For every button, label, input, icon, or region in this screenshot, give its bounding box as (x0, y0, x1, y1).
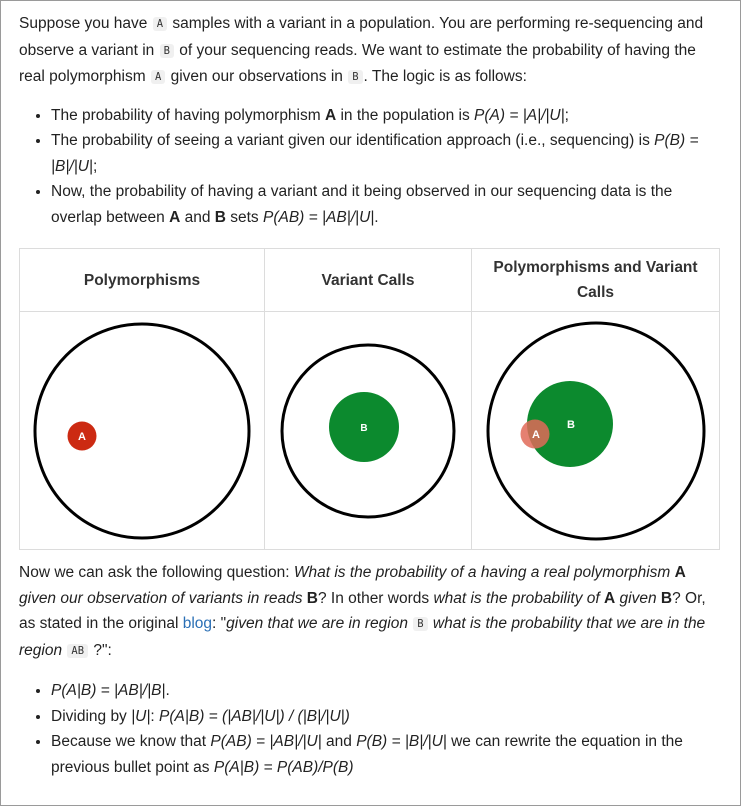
polymorphisms-diagram: A (33, 322, 251, 539)
intro-paragraph: Suppose you have A samples with a varian… (19, 15, 704, 85)
inline-code: B (413, 617, 428, 631)
derivation-list: P(A|B) = |AB|/|B|. Dividing by |U|: P(A|… (19, 678, 722, 780)
cell-variant-calls: B (264, 311, 472, 550)
set-a-circle (520, 419, 549, 448)
variant-calls-diagram: B (280, 343, 456, 518)
cell-overlap: A B (471, 311, 720, 550)
document: Suppose you have A samples with a varian… (1, 1, 740, 780)
list-item: The probability of having polymorphism A… (51, 103, 722, 129)
set-b-circle (329, 391, 399, 462)
set-a-label: A (532, 429, 540, 441)
cell-polymorphisms: A (19, 311, 265, 550)
set-b-label: B (567, 419, 575, 431)
inline-code: A (150, 70, 166, 84)
list-item: The probability of seeing a variant give… (51, 128, 722, 179)
list-item: Dividing by |U|: P(A|B) = (|AB|/|U|) / (… (51, 704, 722, 730)
set-b-label: B (360, 423, 367, 434)
probability-list: The probability of having polymorphism A… (19, 103, 722, 231)
set-a-circle (67, 421, 97, 450)
question-paragraph: Now we can ask the following question: W… (19, 564, 706, 659)
inline-code: AB (67, 643, 89, 658)
header-variant-calls: Variant Calls (264, 248, 472, 312)
header-polymorphisms-and-variant-calls: Polymorphisms and Variant Calls (471, 248, 720, 312)
universe-circle (33, 322, 251, 539)
set-b-circle (526, 380, 613, 467)
header-polymorphisms: Polymorphisms (19, 248, 265, 312)
inline-code: B (348, 70, 363, 84)
inline-code: B (159, 43, 174, 58)
blog-link[interactable]: blog (182, 615, 213, 632)
overlap-diagram: A B (486, 321, 705, 540)
inline-code: A (152, 17, 168, 31)
list-item: Now, the probability of having a variant… (51, 179, 722, 230)
list-item: Because we know that P(AB) = |AB|/|U| an… (51, 729, 722, 780)
list-item: P(A|B) = |AB|/|B|. (51, 678, 722, 704)
venn-table: Polymorphisms Variant Calls Polymorphism… (19, 248, 720, 550)
set-a-label: A (78, 431, 86, 443)
